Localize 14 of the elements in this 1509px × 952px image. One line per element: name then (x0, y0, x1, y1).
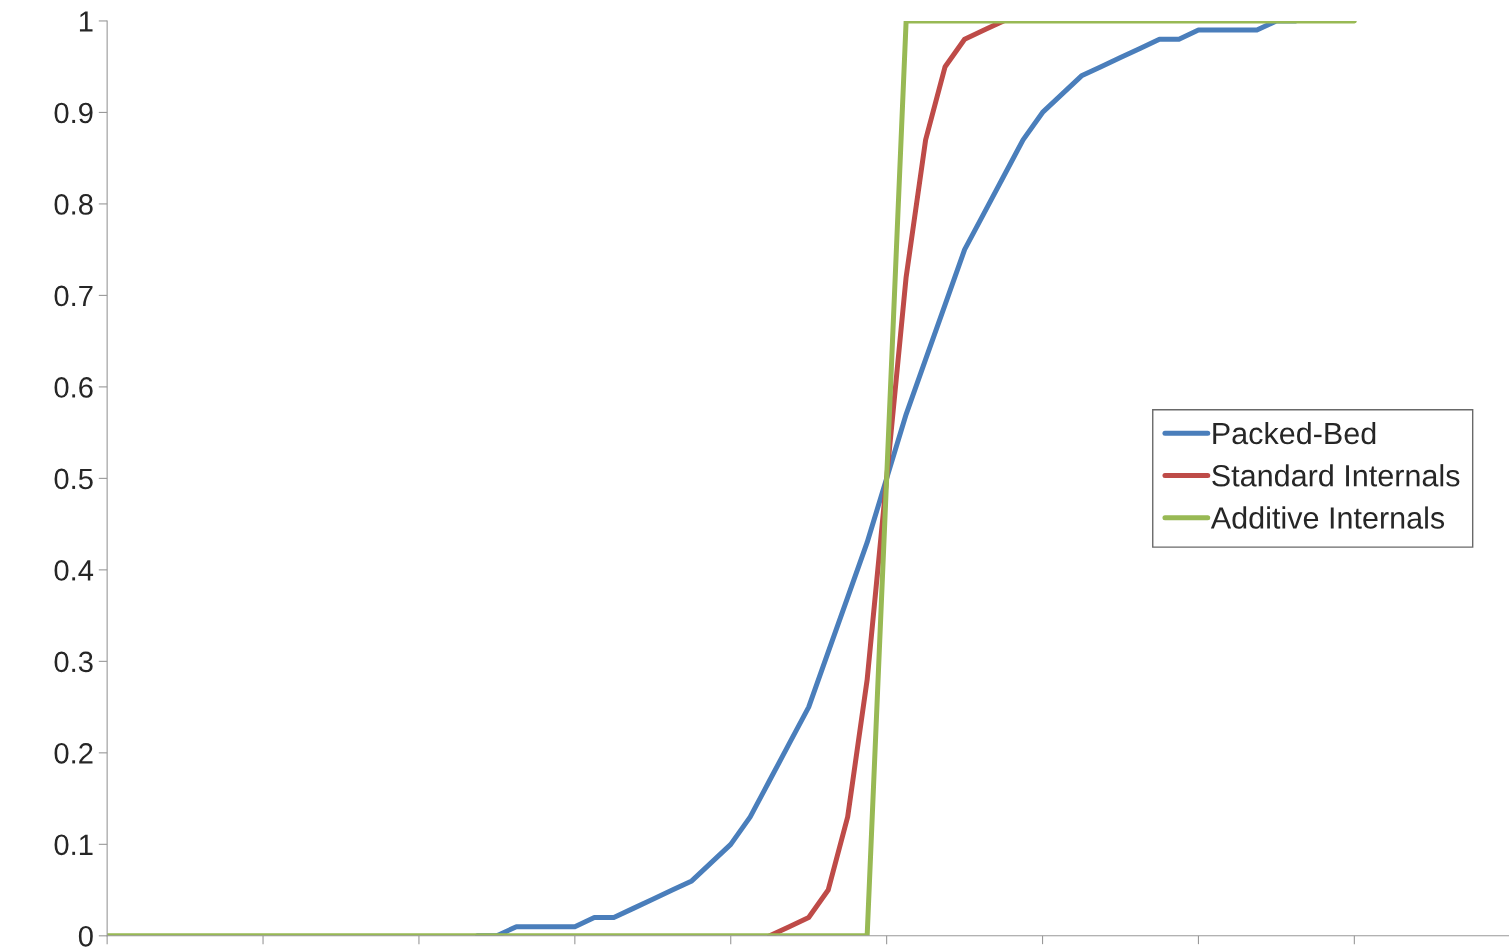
y-tick-label: 0.5 (54, 468, 93, 490)
y-tick-label: 0.4 (54, 560, 94, 581)
y-tick-label: 0.3 (54, 651, 93, 673)
y-tick-label: 0.7 (54, 285, 93, 307)
y-tick-label: 0.9 (54, 102, 93, 124)
y-tick-label: 1 (79, 11, 93, 32)
y-tick-label: 0.1 (54, 834, 93, 856)
y-tick-label: 0.2 (54, 743, 93, 764)
y-tick-label: 0.6 (54, 377, 93, 398)
legend-label: Additive Internals (1210, 506, 1445, 529)
y-tick-label: 0.8 (54, 194, 93, 215)
legend-label: Standard Internals (1212, 464, 1460, 487)
y-tick-label: 0 (78, 926, 93, 947)
legend-label: Packed-Bed (1213, 421, 1376, 445)
